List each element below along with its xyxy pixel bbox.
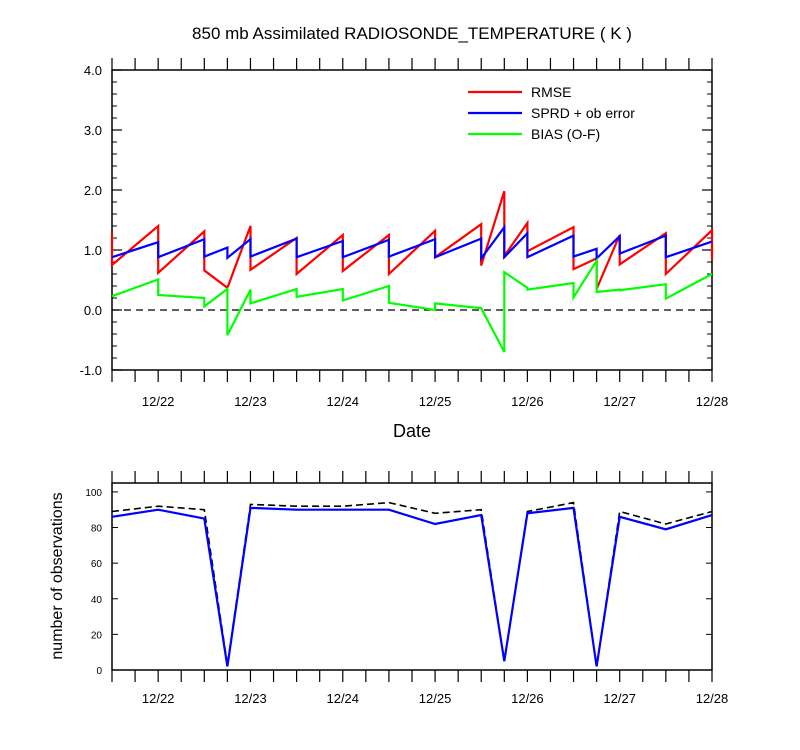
series-line-total-observations: [111, 501, 713, 667]
x-tick-label: 12/26: [511, 691, 544, 706]
bottom-plot-frame: [111, 482, 713, 671]
x-tick-label: 12/25: [419, 394, 452, 409]
x-axis-label: Date: [393, 421, 431, 441]
y-tick-label: 40: [91, 595, 103, 606]
x-tick-label: 12/27: [603, 394, 636, 409]
x-tick-label: 12/28: [696, 691, 729, 706]
series-line-assimilated-observations: [111, 506, 713, 667]
x-tick-label: 12/22: [142, 394, 175, 409]
y-tick-label: -1.0: [80, 363, 102, 378]
series-line-sprd-ob-error: [111, 223, 713, 262]
y-tick-label: 3.0: [84, 123, 102, 138]
y-tick-label: 60: [91, 559, 103, 570]
x-tick-label: 12/23: [234, 394, 267, 409]
x-tick-label: 12/24: [326, 394, 359, 409]
chart-title: 850 mb Assimilated RADIOSONDE_TEMPERATUR…: [192, 24, 632, 43]
bottom-x-tick-labels: 12/22 12/23 12/24 12/25 12/26 12/27 12/28: [142, 691, 728, 706]
legend-label: RMSE: [531, 84, 571, 100]
y-tick-label: 20: [91, 630, 103, 641]
x-tick-label: 12/25: [419, 691, 452, 706]
x-tick-label: 12/22: [142, 691, 175, 706]
y-tick-label: 100: [85, 488, 102, 499]
y-tick-label: 2.0: [84, 183, 102, 198]
x-tick-label: 12/24: [326, 691, 359, 706]
top-x-tick-labels: 12/22 12/23 12/24 12/25 12/26 12/27 12/28: [142, 394, 728, 409]
y-tick-label: 4.0: [84, 63, 102, 78]
top-y-tick-labels: -1.0 0.0 1.0 2.0 3.0 4.0: [80, 63, 102, 378]
top-series-group: [110, 190, 714, 353]
legend-label: BIAS (O-F): [531, 126, 600, 142]
bottom-series-group: [111, 501, 713, 667]
x-tick-label: 12/27: [603, 691, 636, 706]
bottom-y-tick-labels: 0 20 40 60 80 100: [85, 488, 102, 677]
y-tick-label: 80: [91, 524, 103, 535]
y-tick-label: 0: [96, 666, 102, 677]
series-line-bias-o-f: [111, 256, 713, 353]
legend: RMSE SPRD + ob error BIAS (O-F): [468, 84, 635, 142]
y-tick-label: 0.0: [84, 303, 102, 318]
bottom-tick-marks: [111, 471, 713, 682]
y-axis-label-observations: number of observations: [49, 492, 66, 659]
x-tick-label: 12/28: [696, 394, 729, 409]
x-tick-label: 12/23: [234, 691, 267, 706]
top-plot-panel: -1.0 0.0 1.0 2.0 3.0 4.0 12/22 12/23 12/24 12/25…: [80, 58, 728, 409]
y-tick-label: 1.0: [84, 243, 102, 258]
x-tick-label: 12/26: [511, 394, 544, 409]
legend-label: SPRD + ob error: [531, 105, 635, 121]
